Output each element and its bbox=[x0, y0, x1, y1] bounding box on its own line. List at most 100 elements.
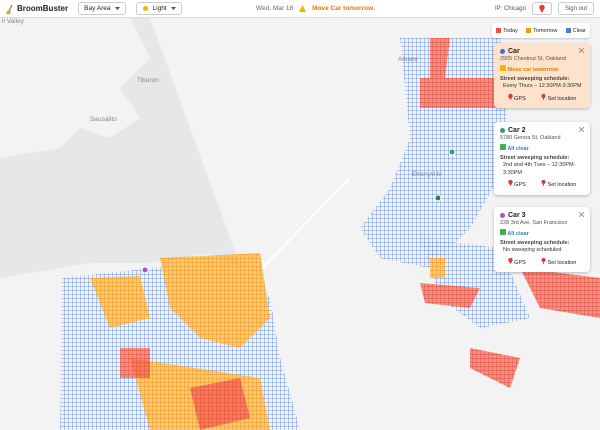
car-title: Car 3 bbox=[500, 212, 584, 220]
pin-icon bbox=[507, 179, 513, 186]
status-text: Move car tomorrow bbox=[507, 67, 559, 73]
theme-select[interactable]: Light bbox=[135, 2, 182, 15]
card-actions: GPS Set location bbox=[500, 257, 584, 268]
gps-button[interactable]: GPS bbox=[507, 179, 526, 190]
car-address: 2905 Chestnut St, Oakland bbox=[500, 55, 567, 62]
car-address: 228 3rd Ave, San Francisco bbox=[500, 219, 568, 226]
pushpin-icon bbox=[541, 93, 546, 100]
car-dot bbox=[500, 213, 505, 219]
legend-label: Clear bbox=[572, 27, 586, 34]
pushpin-icon bbox=[541, 180, 546, 186]
region: Bay Area bbox=[84, 5, 111, 12]
pin-icon bbox=[507, 257, 513, 264]
gps-label: GPS bbox=[514, 259, 526, 266]
schedule-label: Street sweeping schedule: bbox=[500, 239, 570, 246]
car-title: Car bbox=[500, 48, 584, 56]
gps-label: GPS bbox=[514, 182, 526, 188]
car-status: Move car tomorrow bbox=[500, 65, 584, 75]
schedule-label: Street sweeping schedule: bbox=[500, 75, 570, 82]
set-location-button[interactable]: Set location bbox=[541, 93, 577, 104]
pin-icon bbox=[507, 93, 513, 100]
car-dot bbox=[500, 128, 505, 134]
map-label: Emeryville bbox=[412, 171, 442, 178]
car-marker[interactable] bbox=[448, 148, 456, 156]
theme: Light bbox=[152, 5, 167, 12]
sf-today bbox=[120, 348, 150, 378]
east-today bbox=[420, 283, 480, 308]
card-actions: GPS Set location bbox=[500, 93, 584, 104]
car-card: Car 3 228 3rd Ave, San Francisco All cle… bbox=[494, 207, 590, 272]
sf-today bbox=[190, 378, 250, 430]
set-location-label: Set location bbox=[547, 182, 577, 188]
east-today bbox=[430, 38, 450, 78]
schedule-label: Street sweeping schedule: bbox=[500, 154, 570, 161]
car-name: Car bbox=[508, 48, 520, 55]
status-text: All clear bbox=[507, 231, 529, 237]
ip-location: IP: Chicago bbox=[494, 5, 526, 12]
car-title: Car 2 bbox=[500, 127, 584, 135]
pushpin-icon bbox=[541, 257, 546, 264]
map-label: ll Valley bbox=[2, 18, 25, 25]
schedule: 2nd and 4th Tues – 12:30PM-3:30PM bbox=[503, 162, 576, 176]
car-address: 5780 Genoa St, Oakland bbox=[500, 134, 561, 141]
card-actions: GPS Set location bbox=[500, 179, 584, 190]
close-button[interactable] bbox=[579, 48, 584, 53]
bay-bridge bbox=[261, 177, 351, 269]
close-button[interactable] bbox=[579, 212, 584, 217]
set-location-label: Set location bbox=[547, 259, 577, 266]
car-card: Car 2 5780 Genoa St, Oakland All clear S… bbox=[494, 122, 590, 195]
car-status: All clear bbox=[500, 144, 584, 154]
close-button[interactable] bbox=[579, 127, 584, 132]
warning-icon bbox=[299, 5, 307, 12]
legend-item: Clear bbox=[565, 27, 586, 34]
car-marker[interactable] bbox=[434, 194, 442, 202]
status-text: All clear bbox=[507, 146, 529, 152]
legend-item: Tomorrow bbox=[526, 28, 557, 34]
chevron bbox=[114, 6, 120, 10]
status: Wed, Mar 18 Move Car tomorrow. bbox=[256, 5, 375, 12]
east-today bbox=[520, 268, 600, 318]
car-name: Car 3 bbox=[508, 212, 526, 219]
gps-button[interactable]: GPS bbox=[507, 257, 526, 268]
pin-icon bbox=[539, 4, 545, 13]
top-bar: BroomBuster Bay Area Light Wed, Mar 18 M… bbox=[0, 0, 600, 18]
sun-icon bbox=[142, 6, 148, 11]
top-right: IP: Chicago Sign out bbox=[495, 2, 594, 15]
legend-label: Tomorrow bbox=[533, 27, 558, 34]
car-card: Car 2905 Chestnut St, Oakland Move car t… bbox=[494, 43, 590, 108]
car-name: Car 2 bbox=[508, 127, 526, 134]
date: Wed, Mar 18 bbox=[256, 5, 294, 12]
sf-tomorrow bbox=[160, 253, 270, 348]
east-tomorrow bbox=[430, 258, 445, 278]
status-icon bbox=[500, 65, 506, 71]
map-label: Sausalito bbox=[90, 116, 117, 123]
status-icon bbox=[500, 229, 506, 235]
car-status: All clear bbox=[500, 229, 584, 239]
land-marin bbox=[0, 18, 150, 158]
locate-button[interactable] bbox=[531, 2, 552, 15]
gps-label: GPS bbox=[514, 95, 526, 102]
map-label: Albany bbox=[398, 56, 419, 63]
legend: Today Tomorrow Clear bbox=[492, 23, 590, 38]
broom-icon bbox=[6, 4, 13, 14]
region-select[interactable]: Bay Area bbox=[78, 2, 126, 15]
chevron bbox=[170, 6, 176, 10]
sf-tomorrow bbox=[90, 276, 150, 328]
schedule: Every Thurs – 12:30PM-3:30PM bbox=[503, 83, 582, 89]
brand: BroomBuster bbox=[17, 4, 69, 13]
car-marker[interactable] bbox=[141, 266, 149, 274]
status-icon bbox=[500, 144, 506, 150]
set-location-button[interactable]: Set location bbox=[541, 257, 577, 268]
schedule: No sweeping scheduled bbox=[503, 247, 562, 253]
set-location-label: Set location bbox=[547, 95, 577, 102]
sign-out-button[interactable]: Sign out bbox=[557, 2, 594, 15]
set-location-button[interactable]: Set location bbox=[541, 180, 576, 190]
east-today bbox=[420, 78, 500, 108]
east-today bbox=[470, 348, 520, 388]
legend-label: Today bbox=[503, 27, 518, 34]
alert: Move Car tomorrow. bbox=[312, 5, 375, 12]
map-label: Tiburon bbox=[137, 77, 159, 84]
legend-item: Today bbox=[496, 28, 518, 34]
gps-button[interactable]: GPS bbox=[507, 93, 526, 104]
